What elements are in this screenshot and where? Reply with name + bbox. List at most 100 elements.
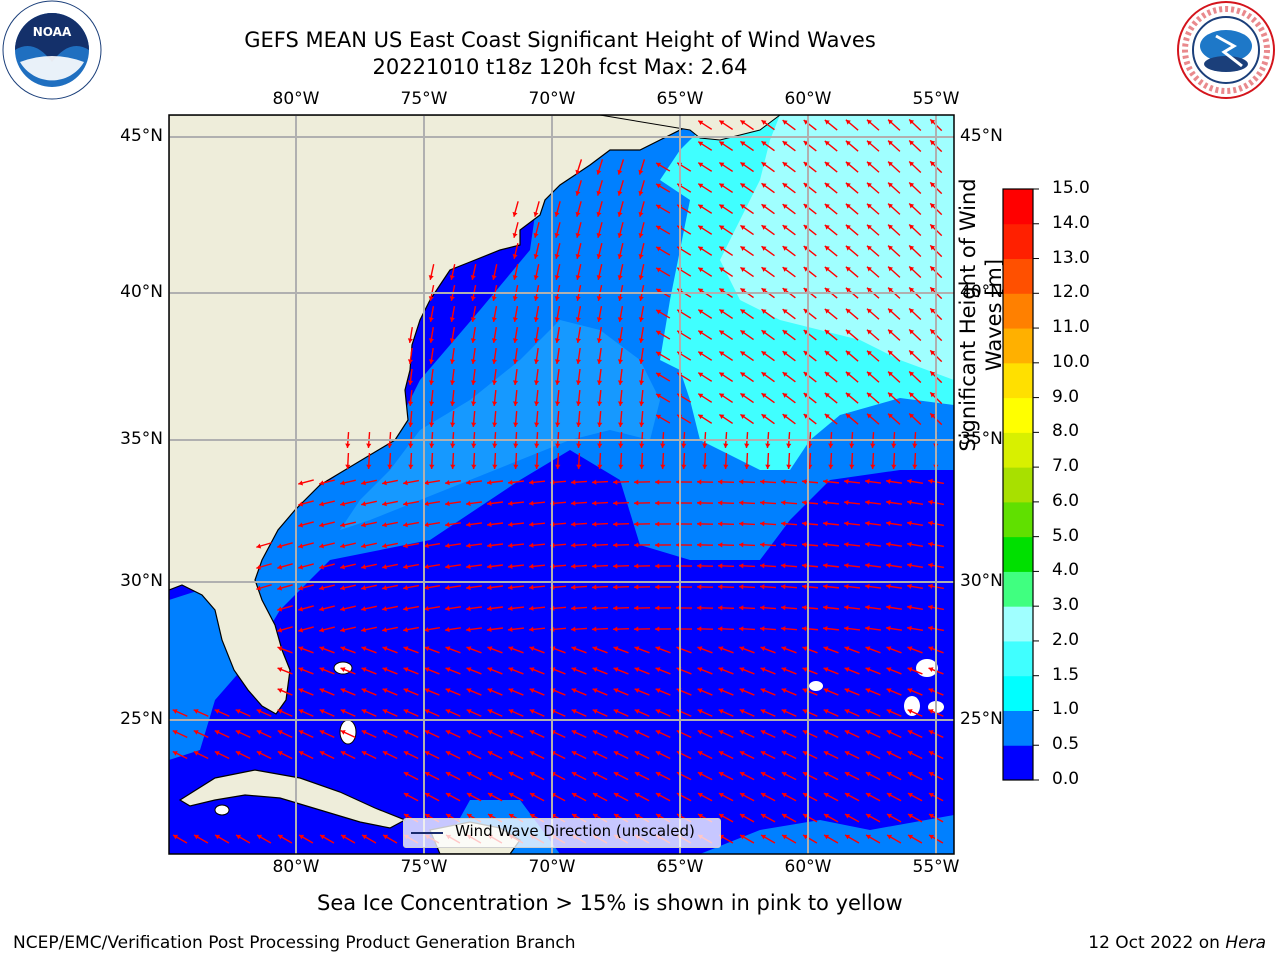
- wave-direction-arrowhead: [781, 626, 786, 632]
- wave-direction-arrowhead: [760, 500, 765, 506]
- colorbar-segment: [1003, 397, 1033, 433]
- wave-direction-arrowhead: [340, 667, 346, 673]
- wave-direction-arrowhead: [256, 543, 262, 549]
- wave-direction-arrowhead: [802, 521, 807, 527]
- wave-direction-arrowhead: [555, 401, 561, 406]
- wave-direction-arrowhead: [512, 296, 518, 301]
- wave-direction-arrowhead: [740, 141, 746, 146]
- wave-direction-arrowhead: [466, 751, 472, 756]
- wave-direction-arrowhead: [865, 730, 871, 735]
- wave-direction-arrowhead: [697, 730, 703, 735]
- wave-direction-arrowhead: [928, 625, 933, 631]
- svg-text:NOAA: NOAA: [33, 25, 72, 39]
- wave-direction-arrowhead: [824, 245, 830, 251]
- wave-direction-arrowhead: [613, 646, 619, 652]
- wave-direction-arrowhead: [655, 500, 660, 506]
- wave-direction-arrowhead: [298, 646, 304, 652]
- wave-direction-arrowhead: [319, 751, 325, 756]
- wave-direction-arrowhead: [655, 626, 660, 632]
- wave-direction-arrowhead: [930, 266, 936, 272]
- wave-direction-arrowhead: [656, 393, 662, 399]
- wave-direction-arrowhead: [928, 730, 934, 735]
- wave-direction-arrowhead: [719, 267, 725, 273]
- wave-direction-arrowhead: [529, 542, 534, 548]
- wave-direction-arrowhead: [466, 688, 472, 693]
- wave-direction-arrowhead: [719, 351, 725, 357]
- wave-direction-arrowhead: [512, 254, 518, 259]
- wave-direction-arrowhead: [534, 422, 540, 427]
- wave-direction-arrowhead: [466, 646, 472, 652]
- wave-direction-arrowhead: [554, 317, 560, 322]
- wave-direction-arrowhead: [340, 501, 345, 507]
- colorbar-segment: [1003, 501, 1033, 538]
- wave-direction-arrowhead: [508, 792, 514, 798]
- wave-direction-arrowhead: [782, 162, 788, 167]
- wave-direction-arrowhead: [428, 296, 434, 301]
- wave-direction-arrowhead: [277, 688, 283, 693]
- wave-direction-arrowhead: [824, 224, 830, 230]
- wave-direction-arrowhead: [617, 317, 623, 322]
- wave-direction-arrowhead: [512, 359, 519, 364]
- wave-direction-arrowhead: [382, 709, 388, 714]
- wave-direction-arrowhead: [424, 667, 430, 673]
- wave-direction-arrowhead: [909, 266, 915, 272]
- wave-direction-arrowhead: [466, 500, 471, 507]
- wave-direction-arrowhead: [471, 422, 477, 427]
- wave-direction-arrowhead: [592, 479, 597, 485]
- wave-direction-arrowhead: [445, 564, 450, 570]
- wave-direction-arrowhead: [845, 392, 851, 398]
- wave-direction-arrowhead: [172, 751, 178, 756]
- lat-tick-right: 45°N: [960, 126, 1003, 146]
- wave-direction-arrowhead: [739, 626, 744, 632]
- wave-direction-arrowhead: [739, 584, 744, 590]
- wave-direction-arrowhead: [491, 275, 497, 280]
- wave-direction-arrowhead: [256, 564, 262, 570]
- wave-direction-arrowhead: [907, 688, 913, 693]
- wave-direction-arrowhead: [340, 543, 345, 549]
- wave-direction-arrowhead: [907, 730, 913, 735]
- wave-direction-arrowhead: [471, 443, 477, 448]
- wave-direction-arrowhead: [761, 288, 767, 293]
- wave-direction-arrowhead: [802, 605, 807, 611]
- wave-direction-arrowhead: [930, 119, 936, 125]
- wave-direction-arrowhead: [655, 646, 661, 652]
- wave-direction-arrowhead: [571, 605, 576, 611]
- wave-direction-arrowhead: [613, 605, 618, 611]
- wave-direction-arrowhead: [613, 626, 618, 632]
- wave-direction-arrowhead: [492, 422, 498, 427]
- wave-direction-arrowhead: [823, 667, 829, 673]
- wave-direction-arrowhead: [466, 521, 471, 528]
- wave-direction-arrowhead: [382, 606, 387, 612]
- wave-direction-arrowhead: [618, 443, 624, 448]
- wave-direction-arrowhead: [824, 203, 830, 209]
- colorbar-tick-label: 10.0: [1052, 351, 1090, 372]
- wave-direction-arrowhead: [466, 563, 471, 570]
- wave-direction-arrowhead: [865, 646, 871, 652]
- wave-direction-arrowhead: [429, 464, 435, 469]
- colorbar-tick-label: 14.0: [1052, 212, 1090, 233]
- wave-direction-arrowhead: [403, 709, 409, 714]
- wave-direction-arrowhead: [656, 372, 662, 378]
- wave-direction-arrowhead: [697, 479, 702, 485]
- wave-direction-arrowhead: [319, 688, 325, 693]
- wave-direction-arrowhead: [596, 275, 602, 280]
- lon-tick-top: 65°W: [656, 89, 704, 109]
- wave-direction-arrowhead: [824, 329, 830, 335]
- wave-direction-arrowhead: [613, 772, 619, 777]
- wave-direction-arrowhead: [508, 479, 513, 485]
- wave-direction-arrowhead: [718, 500, 723, 506]
- wave-direction-arrowhead: [529, 479, 534, 485]
- wave-direction-arrowhead: [592, 667, 598, 673]
- wave-direction-arrowhead: [928, 772, 934, 777]
- wave-direction-arrowhead: [698, 225, 704, 231]
- wave-direction-arrowhead: [845, 834, 851, 840]
- wave-direction-arrowhead: [781, 772, 787, 777]
- wave-direction-arrowhead: [429, 401, 435, 406]
- wave-direction-arrowhead: [718, 584, 723, 590]
- wave-direction-arrowhead: [656, 267, 662, 273]
- wave-direction-arrowhead: [445, 813, 451, 819]
- wave-direction-arrowhead: [424, 709, 430, 714]
- wave-direction-arrowhead: [845, 308, 851, 314]
- wave-direction-arrowhead: [740, 204, 746, 209]
- wave-direction-arrowhead: [298, 606, 304, 612]
